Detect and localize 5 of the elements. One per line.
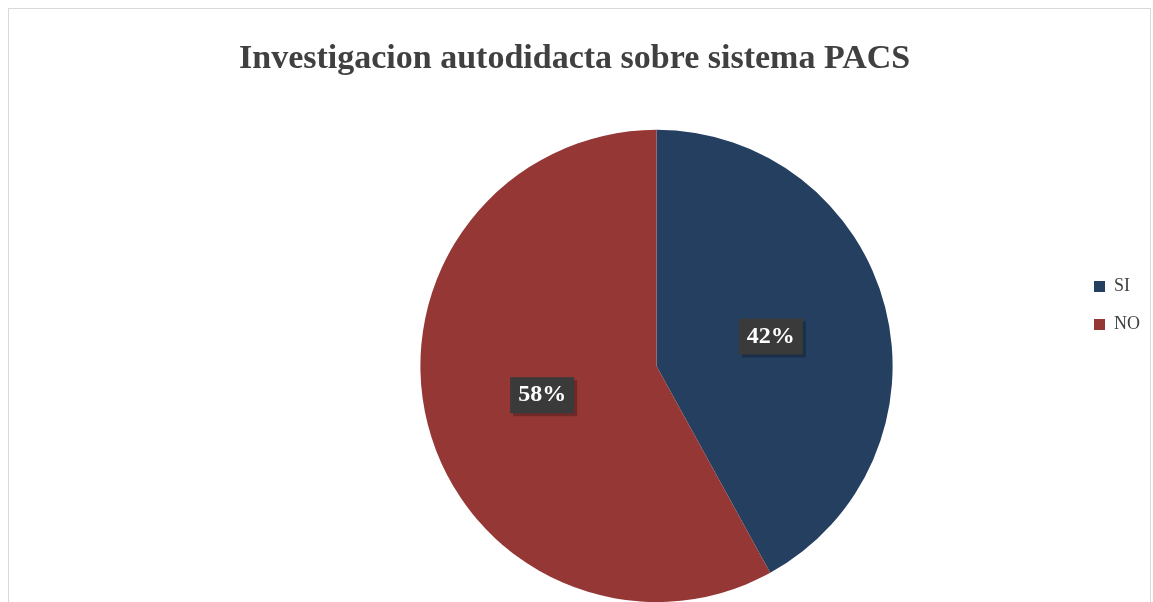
- legend-label: NO: [1114, 313, 1140, 334]
- chart-title: Investigacion autodidacta sobre sistema PACS: [239, 38, 911, 76]
- data-label: 42%: [746, 321, 795, 348]
- legend-label: SI: [1114, 275, 1131, 296]
- data-label: 58%: [518, 380, 567, 407]
